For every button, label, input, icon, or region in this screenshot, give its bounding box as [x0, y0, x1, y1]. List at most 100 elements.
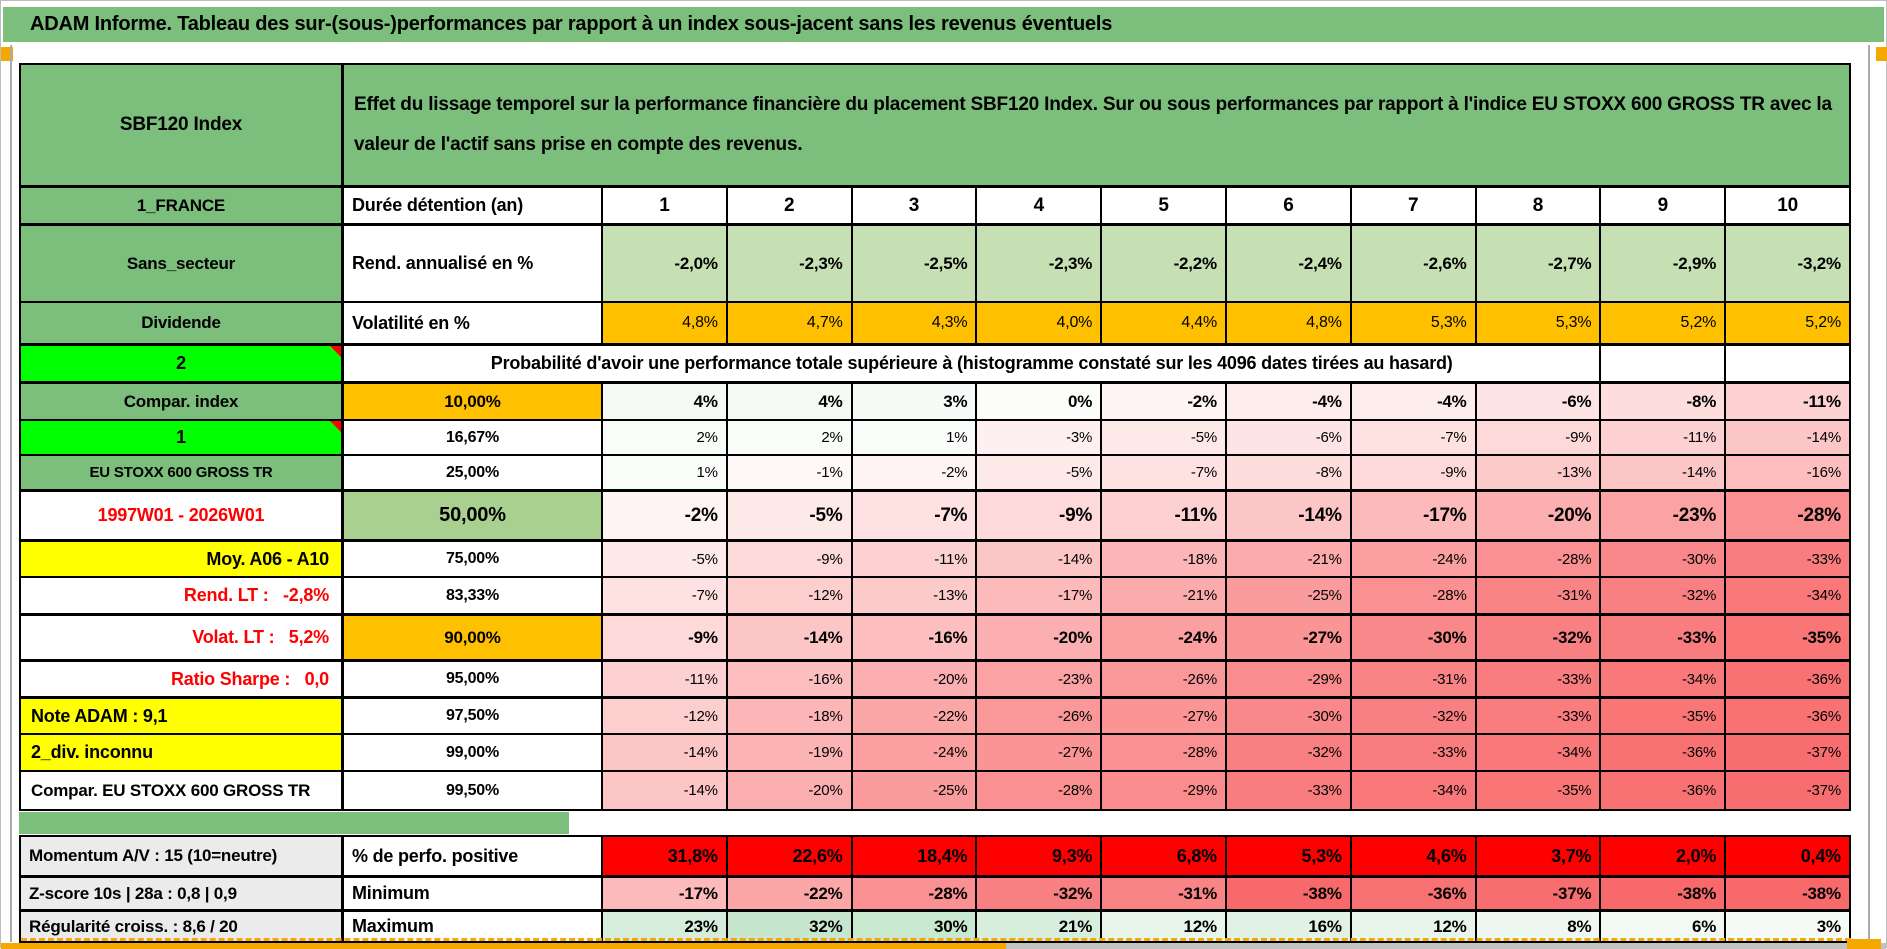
- value-cell[interactable]: -2%: [851, 456, 976, 489]
- row-label-cell[interactable]: Compar. EU STOXX 600 GROSS TR: [21, 772, 341, 809]
- value-cell[interactable]: 32%: [726, 912, 851, 941]
- value-cell[interactable]: -11%: [1100, 492, 1225, 539]
- value-cell[interactable]: -11%: [851, 542, 976, 576]
- value-cell[interactable]: -20%: [1475, 492, 1600, 539]
- value-cell[interactable]: 2%: [601, 421, 726, 454]
- value-cell[interactable]: 31,8%: [601, 837, 726, 875]
- duration-header-cell[interactable]: 9: [1599, 188, 1724, 223]
- value-cell[interactable]: -30%: [1599, 542, 1724, 576]
- value-cell[interactable]: 22,6%: [726, 837, 851, 875]
- value-cell[interactable]: -38%: [1225, 878, 1350, 909]
- value-cell[interactable]: 5,2%: [1599, 303, 1724, 343]
- value-cell[interactable]: 0,4%: [1724, 837, 1849, 875]
- value-cell[interactable]: -33%: [1599, 616, 1724, 659]
- value-cell[interactable]: -27%: [1100, 699, 1225, 733]
- duration-header-cell[interactable]: 2: [726, 188, 851, 223]
- value-cell[interactable]: 5,3%: [1475, 303, 1600, 343]
- value-cell[interactable]: 12%: [1100, 912, 1225, 941]
- value-cell[interactable]: -17%: [1350, 492, 1475, 539]
- value-cell[interactable]: -23%: [1599, 492, 1724, 539]
- value-cell[interactable]: -22%: [726, 878, 851, 909]
- value-cell[interactable]: -28%: [1350, 578, 1475, 613]
- value-cell[interactable]: -17%: [601, 878, 726, 909]
- value-cell[interactable]: -1%: [726, 456, 851, 489]
- row-label-cell[interactable]: Sans_secteur: [21, 226, 341, 301]
- value-cell[interactable]: -13%: [851, 578, 976, 613]
- value-cell[interactable]: 16%: [1225, 912, 1350, 941]
- duration-label-cell[interactable]: Durée détention (an): [341, 188, 601, 223]
- duration-header-cell[interactable]: 4: [975, 188, 1100, 223]
- value-cell[interactable]: -2,6%: [1350, 226, 1475, 301]
- row-label-cell[interactable]: 2: [21, 346, 341, 381]
- value-cell[interactable]: 1%: [601, 456, 726, 489]
- value-cell[interactable]: -31%: [1100, 878, 1225, 909]
- value-cell[interactable]: -19%: [726, 735, 851, 770]
- value-cell[interactable]: -24%: [1350, 542, 1475, 576]
- value-cell[interactable]: -34%: [1475, 735, 1600, 770]
- row-label-cell[interactable]: Compar. index: [21, 384, 341, 419]
- value-cell[interactable]: -14%: [601, 735, 726, 770]
- value-cell[interactable]: 6,8%: [1100, 837, 1225, 875]
- value-cell[interactable]: -33%: [1475, 662, 1600, 696]
- value-cell[interactable]: -29%: [1225, 662, 1350, 696]
- value-cell[interactable]: -31%: [1475, 578, 1600, 613]
- value-cell[interactable]: 4,3%: [851, 303, 976, 343]
- probability-header-cell[interactable]: Probabilité d'avoir une performance tota…: [341, 346, 1599, 381]
- value-cell[interactable]: -18%: [1100, 542, 1225, 576]
- value-cell[interactable]: -26%: [975, 699, 1100, 733]
- value-cell[interactable]: -12%: [726, 578, 851, 613]
- percentile-cell[interactable]: 16,67%: [341, 421, 601, 454]
- metric-label-cell[interactable]: Rend. annualisé en %: [341, 226, 601, 301]
- value-cell[interactable]: -32%: [1599, 578, 1724, 613]
- value-cell[interactable]: 4,8%: [601, 303, 726, 343]
- value-cell[interactable]: -2,3%: [726, 226, 851, 301]
- value-cell[interactable]: -32%: [975, 878, 1100, 909]
- value-cell[interactable]: -35%: [1724, 616, 1849, 659]
- value-cell[interactable]: 5,3%: [1225, 837, 1350, 875]
- value-cell[interactable]: 2,0%: [1599, 837, 1724, 875]
- value-cell[interactable]: -37%: [1475, 878, 1600, 909]
- value-cell[interactable]: -16%: [851, 616, 976, 659]
- value-cell[interactable]: 4,8%: [1225, 303, 1350, 343]
- value-cell[interactable]: -6%: [1225, 421, 1350, 454]
- value-cell[interactable]: 30%: [851, 912, 976, 941]
- value-cell[interactable]: 4%: [601, 384, 726, 419]
- value-cell[interactable]: 4%: [726, 384, 851, 419]
- value-cell[interactable]: -2,2%: [1100, 226, 1225, 301]
- value-cell[interactable]: -9%: [601, 616, 726, 659]
- value-cell[interactable]: 8%: [1475, 912, 1600, 941]
- row-label-cell[interactable]: Volat. LT : 5,2%: [21, 616, 341, 659]
- value-cell[interactable]: -27%: [1225, 616, 1350, 659]
- value-cell[interactable]: -14%: [975, 542, 1100, 576]
- row-label-cell[interactable]: Dividende: [21, 303, 341, 343]
- value-cell[interactable]: -35%: [1475, 772, 1600, 809]
- duration-header-cell[interactable]: 6: [1225, 188, 1350, 223]
- value-cell[interactable]: -2,3%: [975, 226, 1100, 301]
- value-cell[interactable]: -28%: [851, 878, 976, 909]
- empty-cell[interactable]: [1724, 346, 1849, 381]
- percentile-cell[interactable]: 10,00%: [341, 384, 601, 419]
- row-label-cell[interactable]: 1: [21, 421, 341, 454]
- value-cell[interactable]: -22%: [851, 699, 976, 733]
- row-label-cell[interactable]: Ratio Sharpe : 0,0: [21, 662, 341, 696]
- value-cell[interactable]: 4,7%: [726, 303, 851, 343]
- value-cell[interactable]: -18%: [726, 699, 851, 733]
- value-cell[interactable]: -8%: [1599, 384, 1724, 419]
- value-cell[interactable]: -28%: [1475, 542, 1600, 576]
- value-cell[interactable]: -25%: [1225, 578, 1350, 613]
- value-cell[interactable]: -32%: [1350, 699, 1475, 733]
- value-cell[interactable]: -5%: [601, 542, 726, 576]
- row-label-cell[interactable]: EU STOXX 600 GROSS TR: [21, 456, 341, 489]
- value-cell[interactable]: -14%: [1599, 456, 1724, 489]
- value-cell[interactable]: -11%: [1724, 384, 1849, 419]
- duration-header-cell[interactable]: 1: [601, 188, 726, 223]
- value-cell[interactable]: -11%: [601, 662, 726, 696]
- index-name-cell[interactable]: SBF120 Index: [21, 65, 341, 185]
- value-cell[interactable]: -7%: [1100, 456, 1225, 489]
- value-cell[interactable]: 3%: [1724, 912, 1849, 941]
- value-cell[interactable]: -26%: [1100, 662, 1225, 696]
- value-cell[interactable]: -33%: [1350, 735, 1475, 770]
- value-cell[interactable]: 5,3%: [1350, 303, 1475, 343]
- summary-metric-cell[interactable]: Minimum: [341, 878, 601, 909]
- value-cell[interactable]: 21%: [975, 912, 1100, 941]
